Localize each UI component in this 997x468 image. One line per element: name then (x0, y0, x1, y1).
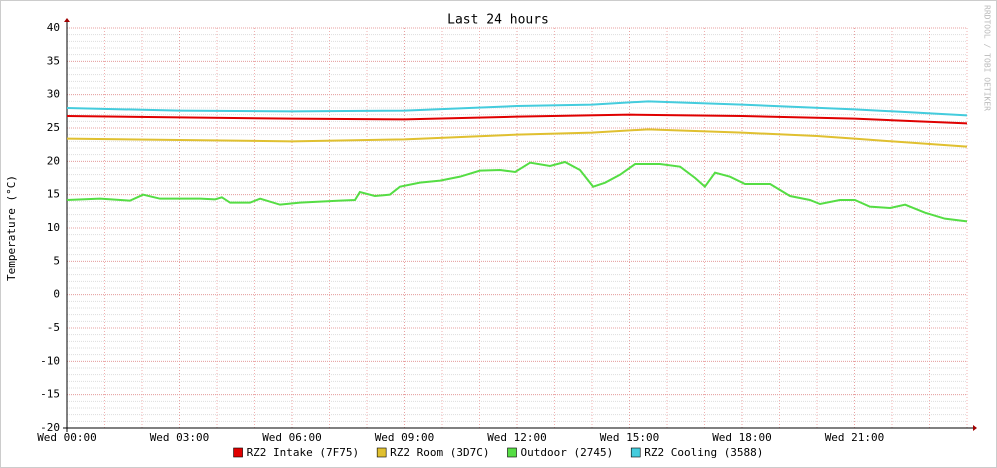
legend-label: RZ2 Room (3D7C) (390, 446, 489, 459)
x-tick-label: Wed 09:00 (375, 431, 435, 444)
y-tick-label: 20 (47, 154, 60, 167)
x-tick-label: Wed 03:00 (150, 431, 210, 444)
y-tick-label: 0 (53, 288, 60, 301)
x-tick-label: Wed 00:00 (37, 431, 97, 444)
y-tick-label: 5 (53, 254, 60, 267)
legend-label: RZ2 Intake (7F75) (247, 446, 360, 459)
x-tick-label: Wed 18:00 (712, 431, 772, 444)
x-tick-label: Wed 06:00 (262, 431, 322, 444)
series-line (66, 160, 968, 223)
axis-arrow (973, 425, 977, 431)
series-line (66, 128, 968, 148)
y-tick-label: 40 (47, 21, 60, 34)
legend-swatch (376, 447, 387, 458)
legend-swatch (233, 447, 243, 458)
legend-swatch (630, 447, 641, 458)
y-axis-label: Temperature (°C) (5, 175, 18, 281)
y-tick-label: 30 (47, 88, 60, 101)
legend-swatch (507, 447, 517, 458)
y-tick-label: -20 (40, 421, 60, 434)
legend-label: Outdoor (2745) (521, 446, 614, 459)
y-tick-label: 25 (47, 121, 60, 134)
legend-label: RZ2 Cooling (3588) (644, 446, 763, 459)
y-tick-label: 35 (47, 54, 60, 67)
y-tick-label: -15 (40, 388, 60, 401)
series-line (66, 113, 968, 125)
y-tick-label: 15 (47, 188, 60, 201)
watermark: RRDTOOL / TOBI OETIKER (983, 5, 992, 111)
y-tick-label: -10 (40, 354, 60, 367)
chart-title: Last 24 hours (447, 13, 549, 28)
series-line (66, 100, 968, 117)
x-tick-label: Wed 21:00 (825, 431, 885, 444)
x-tick-label: Wed 15:00 (600, 431, 660, 444)
x-tick-label: Wed 12:00 (487, 431, 547, 444)
axis-arrow (64, 18, 70, 22)
y-tick-label: 10 (47, 221, 60, 234)
y-tick-label: -5 (47, 321, 60, 334)
